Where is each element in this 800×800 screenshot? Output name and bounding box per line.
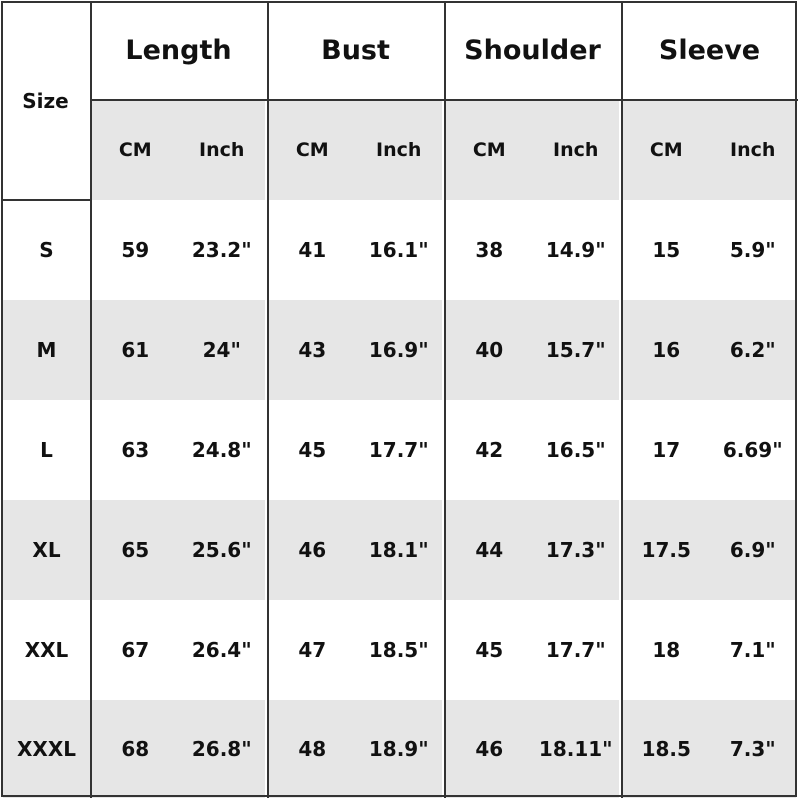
size-label: XXXL: [3, 700, 90, 798]
table-cell: 18.1": [355, 500, 442, 600]
table-cell: 61: [92, 300, 179, 400]
table-cell: 17.5: [623, 500, 710, 600]
group-header-bust: Bust: [321, 35, 390, 66]
unit-header-inch: Inch: [355, 100, 442, 200]
table-cell: 16.5": [545, 438, 606, 462]
column-divider: [267, 1, 269, 798]
table-cell: 67: [121, 638, 150, 662]
table-cell: 48: [269, 700, 356, 798]
size-label: L: [40, 438, 53, 462]
size-label: S: [39, 238, 54, 262]
table-cell: 6.2": [709, 300, 796, 400]
table-cell: 17: [652, 438, 681, 462]
unit-header-cm: CM: [269, 100, 356, 200]
table-cell: 18.5": [368, 638, 429, 662]
table-cell: 18.11": [532, 700, 619, 798]
table-cell: 23.2": [191, 238, 252, 262]
table-cell: 38: [475, 238, 504, 262]
table-cell: 17.3": [532, 500, 619, 600]
size-header: Size: [22, 88, 69, 113]
table-cell: 47: [298, 638, 327, 662]
group-header-shoulder: Shoulder: [464, 35, 601, 66]
column-divider: [90, 1, 92, 798]
table-cell: 17.7": [545, 638, 606, 662]
table-cell: 45: [475, 638, 504, 662]
table-cell: 41: [298, 238, 327, 262]
table-cell: 18.9": [355, 700, 442, 798]
table-cell: 46: [446, 700, 533, 798]
table-cell: 46: [269, 500, 356, 600]
table-cell: 18.5: [623, 700, 710, 798]
table-cell: 24": [178, 300, 265, 400]
table-cell: 45: [298, 438, 327, 462]
unit-header-cm: CM: [446, 100, 533, 200]
size-label: M: [3, 300, 90, 400]
table-cell: 7.3": [709, 700, 796, 798]
group-header-length: Length: [125, 35, 232, 66]
table-cell: 40: [446, 300, 533, 400]
table-cell: 16.1": [368, 238, 429, 262]
unit-header-inch: Inch: [532, 100, 619, 200]
table-cell: 17.7": [368, 438, 429, 462]
table-cell: 15: [652, 238, 681, 262]
table-cell: 63: [121, 438, 150, 462]
unit-header-cm: CM: [92, 100, 179, 200]
table-cell: 65: [92, 500, 179, 600]
size-label: XL: [3, 500, 90, 600]
table-cell: 18: [652, 638, 681, 662]
table-cell: 59: [121, 238, 150, 262]
table-cell: 15.7": [532, 300, 619, 400]
table-cell: 24.8": [191, 438, 252, 462]
unit-header-cm: CM: [623, 100, 710, 200]
column-divider: [621, 1, 623, 798]
table-cell: 16: [623, 300, 710, 400]
group-header-sleeve: Sleeve: [658, 35, 761, 66]
size-label: XXL: [24, 638, 69, 662]
table-cell: 7.1": [729, 638, 776, 662]
table-cell: 6.69": [722, 438, 783, 462]
table-cell: 26.8": [178, 700, 265, 798]
table-cell: 6.9": [709, 500, 796, 600]
table-cell: 16.9": [355, 300, 442, 400]
size-header-divider: [1, 199, 91, 201]
unit-header-inch: Inch: [178, 100, 265, 200]
table-cell: 42: [475, 438, 504, 462]
table-cell: 5.9": [729, 238, 776, 262]
header-divider: [90, 99, 798, 101]
column-divider: [444, 1, 446, 798]
table-cell: 68: [92, 700, 179, 798]
unit-header-inch: Inch: [709, 100, 796, 200]
table-cell: 14.9": [545, 238, 606, 262]
table-cell: 43: [269, 300, 356, 400]
table-cell: 44: [446, 500, 533, 600]
table-cell: 25.6": [178, 500, 265, 600]
table-cell: 26.4": [191, 638, 252, 662]
